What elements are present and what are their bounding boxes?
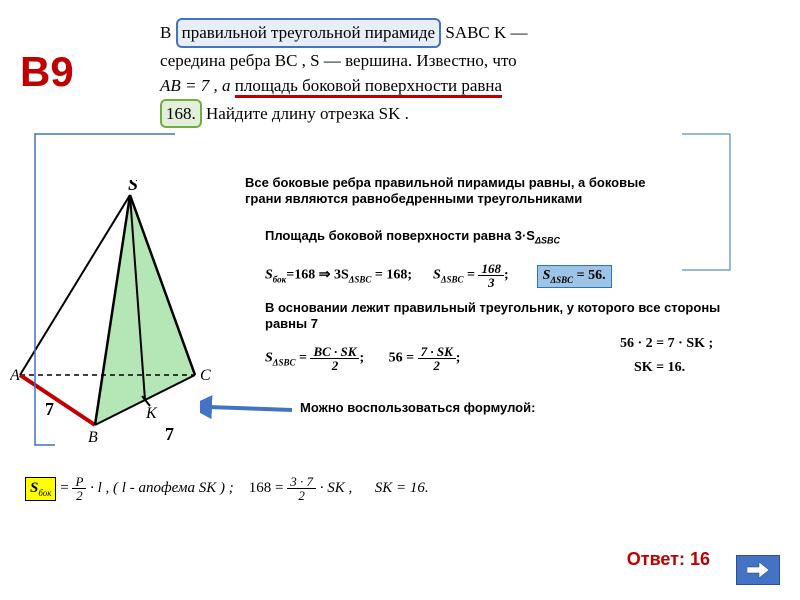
connector-line-2 xyxy=(680,130,780,280)
text: В xyxy=(160,23,176,42)
text: AB = 7 , а xyxy=(160,76,235,95)
problem-statement: В правильной треугольной пирамиде SABC K… xyxy=(160,18,770,128)
explain-base: В основании лежит правильный треугольник… xyxy=(265,300,725,333)
answer: Ответ: 16 xyxy=(627,549,710,570)
explain-area: Площадь боковой поверхности равна 3·SΔSB… xyxy=(265,228,605,247)
underlined-text: площадь боковой поверхности равна xyxy=(235,76,502,98)
arrow-right-icon xyxy=(747,561,769,579)
math-line-2b: 56 · 2 = 7 · SK ; SK = 16. xyxy=(620,335,713,376)
problem-label: В9 xyxy=(20,48,74,96)
text: Найдите длину отрезка SK . xyxy=(202,104,409,123)
text: SABC K — xyxy=(441,23,527,42)
arrow-icon xyxy=(200,395,300,425)
highlighted-term: правильной треугольной пирамиде xyxy=(176,18,442,48)
explain-formula: Можно воспользоваться формулой: xyxy=(300,400,700,416)
math-line-3: Sбок = P2 · l , ( l - апофема SK ) ; 168… xyxy=(25,475,725,502)
explain-edges: Все боковые ребра правильной пирамиды ра… xyxy=(245,175,655,208)
next-button[interactable] xyxy=(736,555,780,585)
text: середина ребра BC , S — вершина. Известн… xyxy=(160,51,517,70)
highlighted-value: 168. xyxy=(160,99,202,129)
connector-line-1 xyxy=(15,130,215,450)
